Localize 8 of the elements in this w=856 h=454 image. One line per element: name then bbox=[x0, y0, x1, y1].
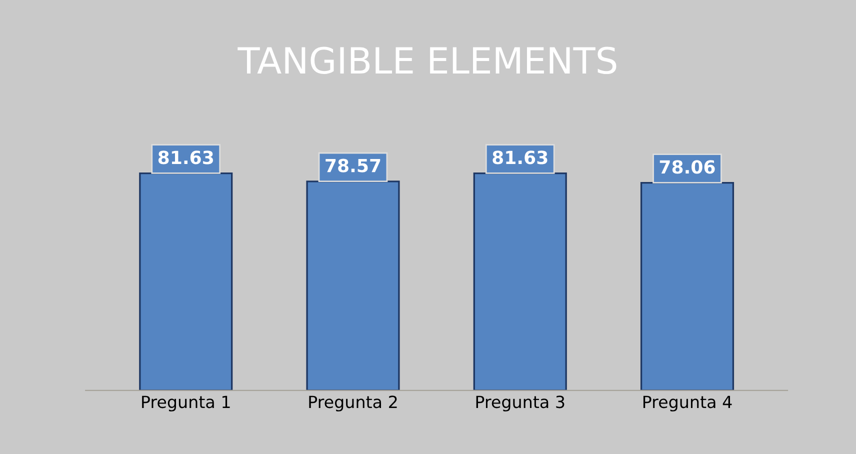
data-label: 81.63 bbox=[158, 150, 213, 164]
x-tick-label: Pregunta 4 bbox=[643, 396, 732, 412]
x-tick-label: Pregunta 1 bbox=[142, 396, 230, 412]
x-tick-label: Pregunta 3 bbox=[476, 396, 564, 412]
data-label: 78.06 bbox=[660, 160, 715, 174]
data-label: 81.63 bbox=[492, 150, 548, 164]
data-label: 78.57 bbox=[326, 158, 380, 172]
x-tick-label: Pregunta 2 bbox=[309, 396, 397, 412]
